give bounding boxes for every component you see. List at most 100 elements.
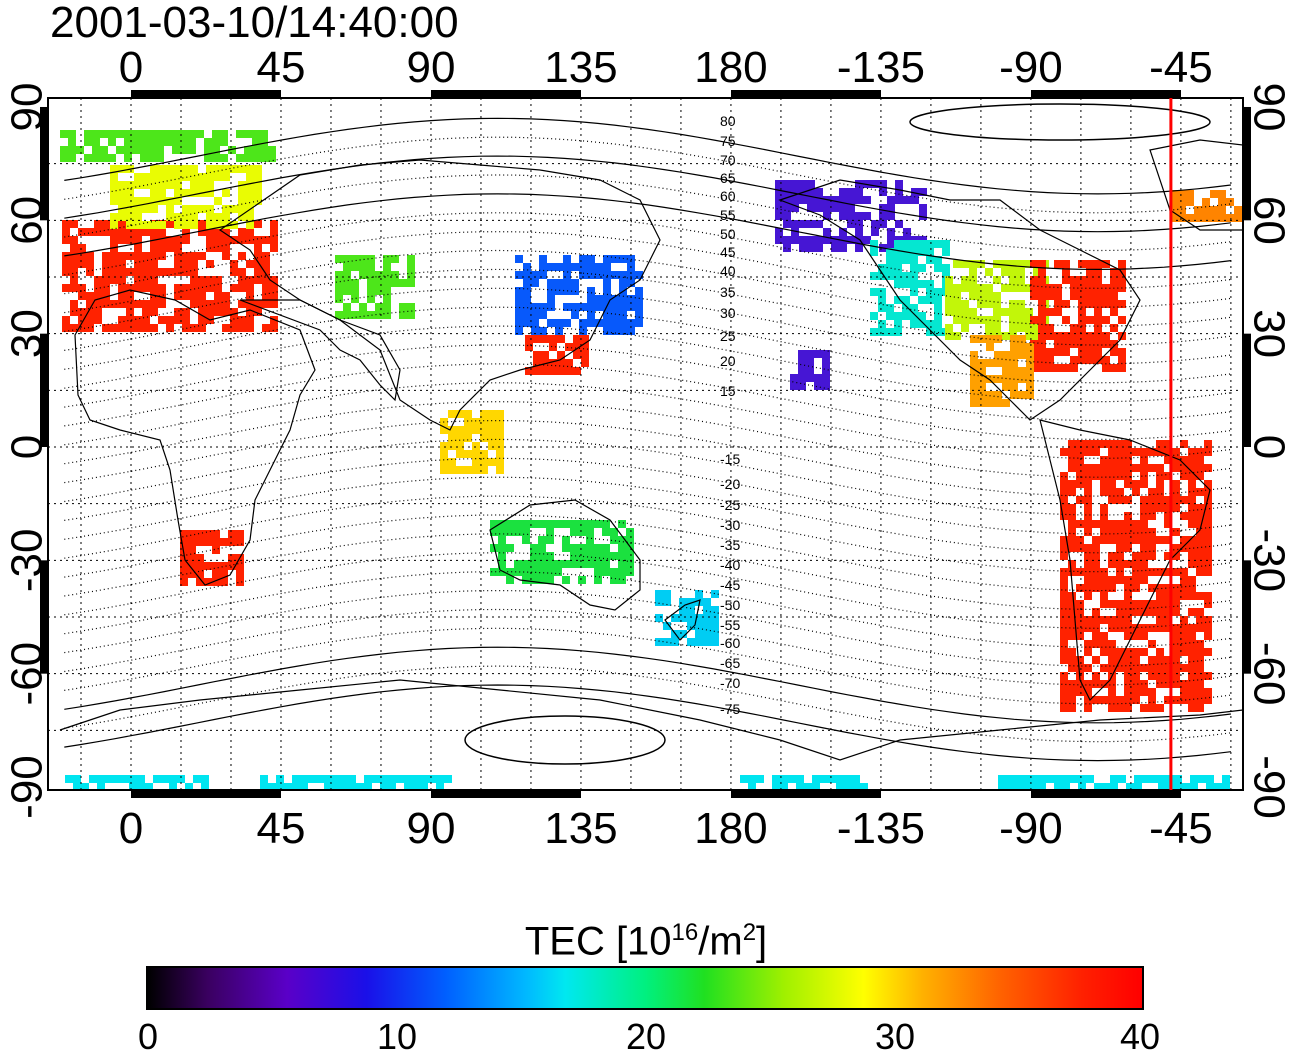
- tec-cell: [62, 268, 70, 276]
- tec-cell: [238, 236, 246, 244]
- tec-cell: [703, 614, 711, 622]
- tec-cell: [180, 578, 188, 586]
- tec-cell: [514, 528, 522, 536]
- tec-cell: [1116, 456, 1124, 464]
- tec-cell: [579, 319, 587, 327]
- tec-cell: [994, 359, 1002, 367]
- tec-cell: [1026, 343, 1034, 351]
- tec-cell: [142, 252, 150, 260]
- tec-cell: [1084, 552, 1092, 560]
- tec-cell: [894, 272, 902, 280]
- tec-cell: [496, 450, 504, 458]
- contour-label: 40: [720, 263, 736, 279]
- tec-cell: [1018, 375, 1026, 383]
- tec-cell: [1196, 456, 1204, 464]
- tec-cell: [1116, 496, 1124, 504]
- tec-cell: [448, 466, 456, 474]
- tec-cell: [879, 204, 887, 212]
- tec-cell: [110, 173, 118, 181]
- tec-cell: [1196, 544, 1204, 552]
- tec-cell: [926, 248, 934, 256]
- tec-cell: [134, 316, 142, 324]
- tec-cell: [926, 280, 934, 288]
- tec-cell: [871, 180, 879, 188]
- tec-cell: [1172, 680, 1180, 688]
- tec-cell: [158, 244, 166, 252]
- coastline: [218, 159, 661, 431]
- tec-cell: [586, 552, 594, 560]
- tec-cell: [174, 181, 182, 189]
- tec-cell: [918, 312, 926, 320]
- axis-band: [431, 790, 581, 798]
- tec-cell: [1070, 332, 1078, 340]
- tec-cell: [533, 351, 541, 359]
- tec-cell: [158, 228, 166, 236]
- axis-band: [40, 560, 48, 674]
- tec-cell: [610, 552, 618, 560]
- tec-cell: [823, 236, 831, 244]
- tec-cell: [1100, 520, 1108, 528]
- tec-cell: [140, 146, 148, 154]
- tec-cell: [1025, 260, 1033, 268]
- tec-cell: [190, 276, 198, 284]
- tec-cell: [70, 284, 78, 292]
- tec-cell: [118, 165, 126, 173]
- tec-cell: [1148, 688, 1156, 696]
- tec-cell: [190, 181, 198, 189]
- tec-cell: [814, 382, 822, 390]
- contour-label: 25: [720, 328, 736, 344]
- tec-cell: [212, 570, 220, 578]
- tec-cell: [351, 287, 359, 295]
- tec-cell: [62, 260, 70, 268]
- tec-cell: [1108, 648, 1116, 656]
- tec-cell: [1180, 576, 1188, 584]
- tec-cell: [603, 287, 611, 295]
- tec-cell: [244, 154, 252, 162]
- tec-cell: [687, 598, 695, 606]
- tec-cell: [70, 276, 78, 284]
- tec-cell: [1180, 440, 1188, 448]
- tec-cell: [703, 622, 711, 630]
- tec-cell: [86, 324, 94, 332]
- tec-cell: [399, 303, 407, 311]
- tec-cell: [440, 442, 448, 450]
- tec-cell: [1084, 464, 1092, 472]
- tec-cell: [367, 255, 375, 263]
- tec-cell: [254, 300, 262, 308]
- tec-cell: [562, 536, 570, 544]
- tec-cell: [839, 196, 847, 204]
- tec-cell: [1100, 640, 1108, 648]
- tec-cell: [188, 554, 196, 562]
- tec-cell: [118, 181, 126, 189]
- tec-cell: [1156, 496, 1164, 504]
- tec-cell: [791, 236, 799, 244]
- tec-cell: [496, 426, 504, 434]
- lat-tick-left: -90: [3, 755, 52, 819]
- tec-cell: [970, 391, 978, 399]
- tec-cell: [1018, 343, 1026, 351]
- tec-cell: [587, 303, 595, 311]
- tec-cell: [565, 343, 573, 351]
- tec-cell: [1132, 600, 1140, 608]
- tec-cell: [1100, 440, 1108, 448]
- contour-line: [64, 193, 1231, 271]
- tec-cell: [343, 303, 351, 311]
- tec-cell: [993, 292, 1001, 300]
- tec-cell: [132, 130, 140, 138]
- tec-cell: [578, 544, 586, 552]
- tec-cell: [522, 576, 530, 584]
- contour-label: -65: [720, 655, 740, 671]
- tec-cell: [581, 335, 589, 343]
- tec-cell: [94, 292, 102, 300]
- tec-cell: [367, 287, 375, 295]
- tec-cell: [1084, 560, 1092, 568]
- tec-cell: [238, 228, 246, 236]
- lat-tick-right: 30: [1244, 309, 1292, 358]
- tec-cell: [523, 303, 531, 311]
- tec-cell: [498, 560, 506, 568]
- tec-cell: [1026, 383, 1034, 391]
- tec-cell: [1060, 512, 1068, 520]
- tec-cell: [635, 311, 643, 319]
- tec-cell: [456, 426, 464, 434]
- tec-cell: [94, 276, 102, 284]
